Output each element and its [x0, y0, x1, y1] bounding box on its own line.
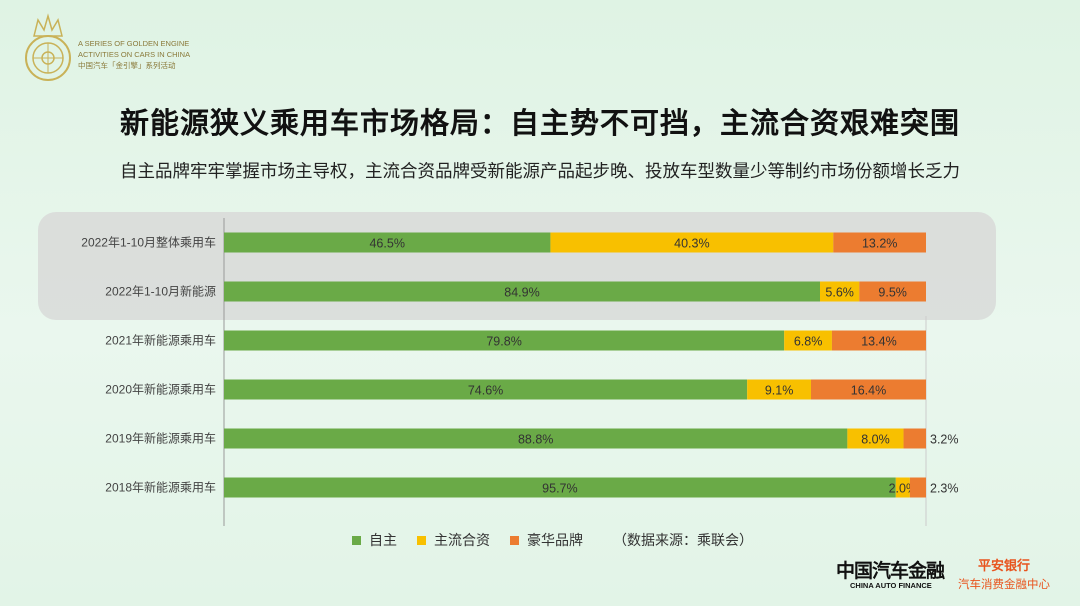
- bar-segment: [819, 281, 860, 302]
- brand-cn: 中国汽车金融: [836, 561, 945, 582]
- bar-segment: [810, 379, 926, 400]
- china-auto-finance-logo: 中国汽车金融 CHINA AUTO FINANCE: [836, 556, 945, 590]
- logo-caption-line3: 中国汽车「金引擎」系列活动: [78, 61, 176, 70]
- category-label: 2019年新能源乘用车: [105, 431, 216, 446]
- legend-item-haohua: 豪华品牌: [510, 530, 583, 550]
- data-label: 6.8%: [794, 335, 823, 349]
- legend-swatch-zizhu: [352, 535, 361, 545]
- data-label: 3.2%: [930, 433, 959, 447]
- logo-caption-line2: ACTIVITIES ON CARS IN CHINA: [78, 50, 191, 59]
- bar-segment: [784, 330, 832, 351]
- bar-segment: [224, 281, 820, 302]
- legend-label-haohua: 豪华品牌: [527, 532, 583, 548]
- legend-item-zizhu: 自主: [352, 530, 397, 550]
- brand-en: CHINA AUTO FINANCE: [850, 581, 932, 590]
- category-label: 2021年新能源乘用车: [105, 333, 216, 348]
- bar-segment: [903, 428, 926, 449]
- legend-label-zizhu: 自主: [369, 532, 397, 548]
- bar-segment: [831, 330, 926, 351]
- golden-engine-logo: [25, 13, 71, 81]
- legend-label-hezi: 主流合资: [434, 532, 490, 548]
- data-label: 13.2%: [862, 237, 897, 251]
- data-label: 46.5%: [369, 237, 404, 251]
- legend-item-hezi: 主流合资: [417, 530, 490, 550]
- data-label: 84.9%: [504, 286, 539, 300]
- data-label: 13.4%: [861, 335, 896, 349]
- bar-segment: [859, 281, 926, 302]
- data-label: 88.8%: [518, 433, 553, 447]
- page-title: 新能源狭义乘用车市场格局：自主势不可挡，主流合资艰难突围: [119, 108, 960, 140]
- data-label: 16.4%: [851, 384, 886, 398]
- logo-caption-line1: A SERIES OF GOLDEN ENGINE: [78, 39, 190, 48]
- data-label: 8.0%: [861, 433, 890, 447]
- bar-segment: [550, 232, 834, 253]
- chart-legend: 自主 主流合资 豪华品牌 （数据来源：乘联会）: [352, 530, 753, 550]
- category-label: 2022年1-10月新能源: [105, 284, 216, 299]
- data-label: 95.7%: [542, 482, 577, 496]
- category-label: 2020年新能源乘用车: [105, 382, 216, 397]
- category-label: 2022年1-10月整体乘用车: [81, 235, 216, 250]
- data-label: 74.6%: [468, 384, 503, 398]
- bank-name: 平安银行: [977, 558, 1030, 573]
- data-label: 5.6%: [825, 286, 854, 300]
- legend-swatch-hezi: [417, 535, 426, 545]
- bar-segment: [895, 477, 910, 498]
- bar-segment: [224, 477, 896, 498]
- bar-segment: [224, 379, 748, 400]
- legend-swatch-haohua: [510, 535, 519, 545]
- page-subtitle: 自主品牌牢牢掌握市场主导权，主流合资品牌受新能源产品起步晚、投放车型数量少等制约…: [120, 161, 960, 181]
- data-source-note: （数据来源：乘联会）: [613, 532, 753, 548]
- data-label: 2.3%: [930, 482, 959, 496]
- bar-segment: [224, 330, 785, 351]
- bar-segment: [224, 428, 848, 449]
- bar-segment: [909, 477, 926, 498]
- bank-center: 汽车消费金融中心: [958, 579, 1050, 591]
- pingan-bank-logo: 平安银行 汽车消费金融中心: [958, 555, 1050, 592]
- bar-segment: [847, 428, 904, 449]
- highlight-panel: [38, 212, 996, 320]
- bar-segment: [833, 232, 926, 253]
- logo-caption: A SERIES OF GOLDEN ENGINE ACTIVITIES ON …: [78, 38, 190, 71]
- bar-segment: [224, 232, 551, 253]
- data-label: 9.5%: [878, 286, 907, 300]
- data-label: 79.8%: [486, 335, 521, 349]
- category-label: 2018年新能源乘用车: [105, 480, 216, 495]
- data-label: 40.3%: [674, 237, 709, 251]
- bar-segment: [747, 379, 811, 400]
- data-label: 9.1%: [765, 384, 794, 398]
